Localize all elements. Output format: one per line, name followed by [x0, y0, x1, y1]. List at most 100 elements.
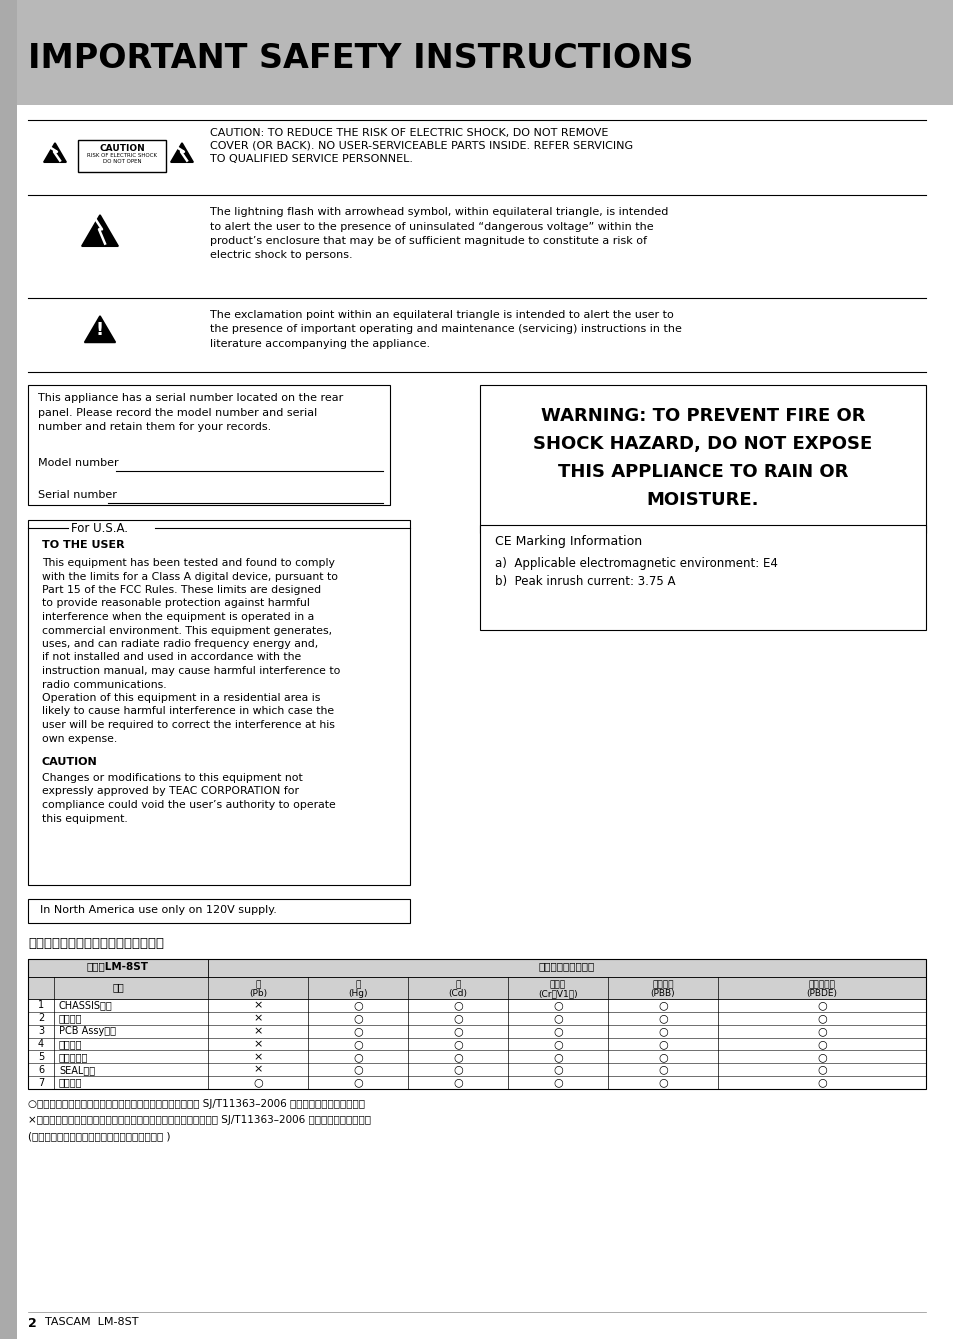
- Text: 3: 3: [38, 1026, 44, 1036]
- Polygon shape: [44, 143, 66, 162]
- Text: The lightning flash with arrowhead symbol, within equilateral triangle, is inten: The lightning flash with arrowhead symbo…: [210, 208, 668, 217]
- Text: ○: ○: [658, 1052, 667, 1062]
- Text: ○: ○: [553, 1039, 562, 1048]
- Text: (Cd): (Cd): [448, 990, 467, 998]
- Text: ○: ○: [553, 1065, 562, 1075]
- Text: 4: 4: [38, 1039, 44, 1048]
- Text: product’s enclosure that may be of sufficient magnitude to constitute a risk of: product’s enclosure that may be of suffi…: [210, 236, 646, 246]
- Text: TO THE USER: TO THE USER: [42, 540, 125, 550]
- Bar: [479, 386, 925, 533]
- Text: 2: 2: [28, 1318, 37, 1330]
- Text: Operation of this equipment in a residential area is: Operation of this equipment in a residen…: [42, 694, 320, 703]
- Text: RISK OF ELECTRIC SHOCK: RISK OF ELECTRIC SHOCK: [87, 153, 157, 158]
- Polygon shape: [82, 216, 118, 246]
- Text: ○: ○: [658, 1000, 667, 1011]
- Text: with the limits for a Class A digital device, pursuant to: with the limits for a Class A digital de…: [42, 572, 337, 581]
- Text: 5: 5: [38, 1052, 44, 1062]
- Text: TASCAM  LM-8ST: TASCAM LM-8ST: [45, 1318, 138, 1327]
- Text: ○: ○: [658, 1078, 667, 1087]
- Text: likely to cause harmful interference in which case the: likely to cause harmful interference in …: [42, 707, 334, 716]
- Text: DO NOT OPEN: DO NOT OPEN: [103, 159, 141, 163]
- Text: ○: ○: [817, 1014, 826, 1023]
- Text: ○：表示该有毒有害物质在该部件所有均质材料中的含量均在 SJ/T11363–2006 标准规定的限量要求以下。: ○：表示该有毒有害物质在该部件所有均质材料中的含量均在 SJ/T11363–20…: [28, 1099, 365, 1109]
- Text: compliance could void the user’s authority to operate: compliance could void the user’s authori…: [42, 799, 335, 810]
- Text: This equipment has been tested and found to comply: This equipment has been tested and found…: [42, 558, 335, 568]
- Text: ○: ○: [353, 1000, 362, 1011]
- Bar: [28, 898, 410, 923]
- Text: CHASSIS部件: CHASSIS部件: [59, 1000, 112, 1011]
- Text: ○: ○: [553, 1026, 562, 1036]
- Text: COVER (OR BACK). NO USER-SERVICEABLE PARTS INSIDE. REFER SERVICING: COVER (OR BACK). NO USER-SERVICEABLE PAR…: [210, 141, 633, 151]
- Text: (Cr（V1）): (Cr（V1）): [537, 990, 578, 998]
- Text: 产品有毒有害物质或元素的名称及含量: 产品有毒有害物质或元素的名称及含量: [28, 937, 164, 949]
- Text: SHOCK HAZARD, DO NOT EXPOSE: SHOCK HAZARD, DO NOT EXPOSE: [533, 435, 872, 453]
- Text: ○: ○: [817, 1052, 826, 1062]
- Text: (针对现在代替技术困难的电子部品及合金中的铁 ): (针对现在代替技术困难的电子部品及合金中的铁 ): [28, 1131, 171, 1141]
- Text: ○: ○: [817, 1000, 826, 1011]
- Text: (Hg): (Hg): [348, 990, 367, 998]
- Text: WARNING: TO PREVENT FIRE OR: WARNING: TO PREVENT FIRE OR: [540, 407, 864, 424]
- Text: the presence of important operating and maintenance (servicing) instructions in : the presence of important operating and …: [210, 324, 681, 335]
- Text: to provide reasonable protection against harmful: to provide reasonable protection against…: [42, 599, 310, 608]
- Text: electric shock to persons.: electric shock to persons.: [210, 250, 353, 261]
- Text: 机种：LM-8ST: 机种：LM-8ST: [87, 961, 149, 971]
- Text: ○: ○: [817, 1026, 826, 1036]
- Bar: [28, 386, 390, 505]
- Text: ○: ○: [353, 1065, 362, 1075]
- Text: ○: ○: [553, 1052, 562, 1062]
- Text: b)  Peak inrush current: 3.75 A: b) Peak inrush current: 3.75 A: [495, 574, 675, 588]
- Text: In North America use only on 120V supply.: In North America use only on 120V supply…: [40, 905, 276, 915]
- Text: 附属品部件: 附属品部件: [59, 1052, 89, 1062]
- Text: user will be required to correct the interference at his: user will be required to correct the int…: [42, 720, 335, 730]
- Text: a)  Applicable electromagnetic environment: E4: a) Applicable electromagnetic environmen…: [495, 557, 777, 570]
- Text: MOISTURE.: MOISTURE.: [646, 491, 759, 509]
- Text: 有害有害物质或元素: 有害有害物质或元素: [538, 961, 595, 971]
- Text: !: !: [96, 321, 104, 339]
- Text: ○: ○: [817, 1065, 826, 1075]
- Text: (PBDE): (PBDE): [805, 990, 837, 998]
- Text: if not installed and used in accordance with the: if not installed and used in accordance …: [42, 652, 301, 663]
- Text: ×：表示该有毒有害物质至少在该部件的某一均质材料中的含量超出 SJ/T11363–2006 标准规定的限量要求。: ×：表示该有毒有害物质至少在该部件的某一均质材料中的含量超出 SJ/T11363…: [28, 1115, 371, 1125]
- Text: ○: ○: [453, 1065, 462, 1075]
- Text: ○: ○: [353, 1039, 362, 1048]
- Text: THIS APPLIANCE TO RAIN OR: THIS APPLIANCE TO RAIN OR: [558, 463, 847, 481]
- Text: 汞: 汞: [355, 980, 360, 990]
- Text: CAUTION: TO REDUCE THE RISK OF ELECTRIC SHOCK, DO NOT REMOVE: CAUTION: TO REDUCE THE RISK OF ELECTRIC …: [210, 129, 608, 138]
- Text: ×: ×: [253, 1039, 262, 1048]
- Text: ○: ○: [453, 1078, 462, 1087]
- Text: ○: ○: [353, 1014, 362, 1023]
- Polygon shape: [85, 316, 115, 343]
- Text: 镟: 镟: [455, 980, 460, 990]
- Text: ○: ○: [817, 1039, 826, 1048]
- Text: ○: ○: [453, 1014, 462, 1023]
- Text: uses, and can radiate radio frequency energy and,: uses, and can radiate radio frequency en…: [42, 639, 318, 649]
- Text: 线材部件: 线材部件: [59, 1014, 82, 1023]
- Text: ○: ○: [658, 1065, 667, 1075]
- Text: ○: ○: [453, 1026, 462, 1036]
- Text: CAUTION: CAUTION: [42, 757, 97, 767]
- Text: ○: ○: [453, 1000, 462, 1011]
- Text: panel. Please record the model number and serial: panel. Please record the model number an…: [38, 407, 317, 418]
- Text: ○: ○: [453, 1052, 462, 1062]
- Text: ○: ○: [658, 1039, 667, 1048]
- Text: Part 15 of the FCC Rules. These limits are designed: Part 15 of the FCC Rules. These limits a…: [42, 585, 321, 595]
- Text: Serial number: Serial number: [38, 490, 117, 499]
- Text: CE Marking Information: CE Marking Information: [495, 536, 641, 548]
- Text: ○: ○: [817, 1078, 826, 1087]
- Text: (Pb): (Pb): [249, 990, 267, 998]
- Text: Model number: Model number: [38, 458, 118, 469]
- Bar: [28, 977, 925, 999]
- Text: 电源部件: 电源部件: [59, 1039, 82, 1048]
- Text: ○: ○: [553, 1000, 562, 1011]
- Text: ○: ○: [353, 1026, 362, 1036]
- Text: to alert the user to the presence of uninsulated “dangerous voltage” within the: to alert the user to the presence of uni…: [210, 221, 653, 232]
- Text: 晶名: 晶名: [112, 981, 124, 992]
- Text: ×: ×: [253, 1026, 262, 1036]
- Text: 包装部件: 包装部件: [59, 1078, 82, 1087]
- Text: 多渴联苯: 多渴联苯: [652, 980, 673, 990]
- Text: 1: 1: [38, 1000, 44, 1011]
- Bar: [78, 141, 166, 171]
- Text: ○: ○: [553, 1014, 562, 1023]
- Text: number and retain them for your records.: number and retain them for your records.: [38, 422, 271, 432]
- Text: 7: 7: [38, 1078, 44, 1087]
